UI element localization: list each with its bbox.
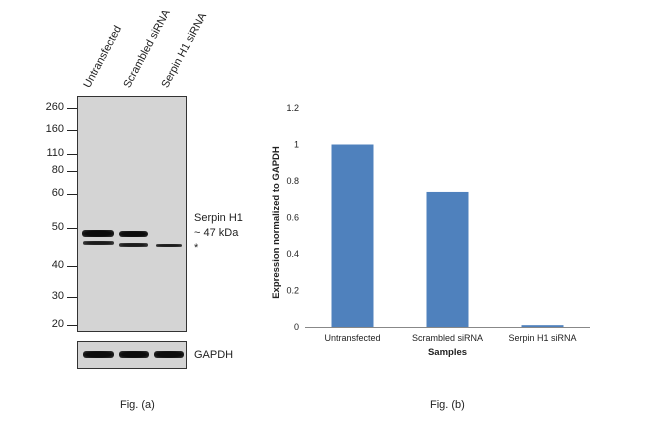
y-tick-label: 0.6 bbox=[286, 213, 299, 223]
bar-0 bbox=[331, 144, 374, 327]
band-gapdh-lane2 bbox=[119, 351, 149, 358]
marker-20: 20 bbox=[51, 318, 64, 330]
marker-30: 30 bbox=[51, 290, 64, 302]
marker-40: 40 bbox=[51, 259, 64, 271]
band-nonspecific-lane2 bbox=[119, 243, 148, 247]
y-tick-label: 0.8 bbox=[286, 176, 299, 186]
x-axis-title: Samples bbox=[428, 347, 467, 358]
marker-60: 60 bbox=[51, 187, 64, 199]
x-tick-label: Scrambled siRNA bbox=[412, 333, 483, 343]
marker-tick bbox=[67, 108, 77, 109]
y-axis-ticks: 0 0.2 0.4 0.6 0.8 1 1.2 bbox=[286, 103, 299, 332]
band-nonspecific-lane1 bbox=[83, 241, 114, 245]
gapdh-membrane bbox=[77, 341, 187, 369]
marker-tick bbox=[67, 325, 77, 326]
blot-membrane bbox=[77, 96, 187, 332]
bar-1 bbox=[426, 191, 469, 327]
nonspecific-mark: * bbox=[194, 242, 199, 254]
marker-50: 50 bbox=[51, 221, 64, 233]
y-tick-label: 1 bbox=[294, 140, 299, 150]
bars bbox=[331, 144, 564, 327]
marker-tick bbox=[67, 194, 77, 195]
marker-160: 160 bbox=[45, 123, 64, 135]
marker-tick bbox=[67, 266, 77, 267]
bar-2 bbox=[521, 325, 564, 327]
x-tick-label: Untransfected bbox=[324, 333, 380, 343]
marker-110: 110 bbox=[46, 147, 64, 159]
x-axis-tick-labels: Untransfected Scrambled siRNA Serpin H1 si… bbox=[324, 333, 576, 343]
marker-260: 260 bbox=[45, 101, 64, 113]
y-tick-label: 0.2 bbox=[286, 286, 299, 296]
x-tick-label: Serpin H1 siRNA bbox=[508, 333, 576, 343]
figure-caption-b: Fig. (b) bbox=[430, 399, 465, 411]
marker-tick bbox=[67, 130, 77, 131]
figure-caption-a: Fig. (a) bbox=[120, 399, 155, 411]
marker-tick bbox=[67, 171, 77, 172]
band-serpin-h1-lane1 bbox=[82, 230, 114, 237]
band-size-label: ~ 47 kDa bbox=[194, 227, 239, 239]
band-gapdh-lane1 bbox=[83, 351, 114, 358]
band-nonspecific-lane3 bbox=[156, 244, 182, 247]
band-label: Serpin H1 bbox=[194, 212, 243, 224]
marker-tick bbox=[67, 297, 77, 298]
band-gapdh-lane3 bbox=[154, 351, 184, 358]
marker-80: 80 bbox=[51, 164, 64, 176]
band-serpin-h1-lane2 bbox=[119, 231, 148, 237]
y-tick-label: 0 bbox=[294, 322, 299, 332]
y-axis-title: Expression normalized to GAPDH bbox=[271, 146, 282, 299]
gapdh-label: GAPDH bbox=[194, 349, 234, 361]
marker-tick bbox=[67, 228, 77, 229]
marker-tick bbox=[67, 154, 77, 155]
y-tick-label: 0.4 bbox=[286, 249, 299, 259]
y-tick-label: 1.2 bbox=[286, 103, 299, 113]
